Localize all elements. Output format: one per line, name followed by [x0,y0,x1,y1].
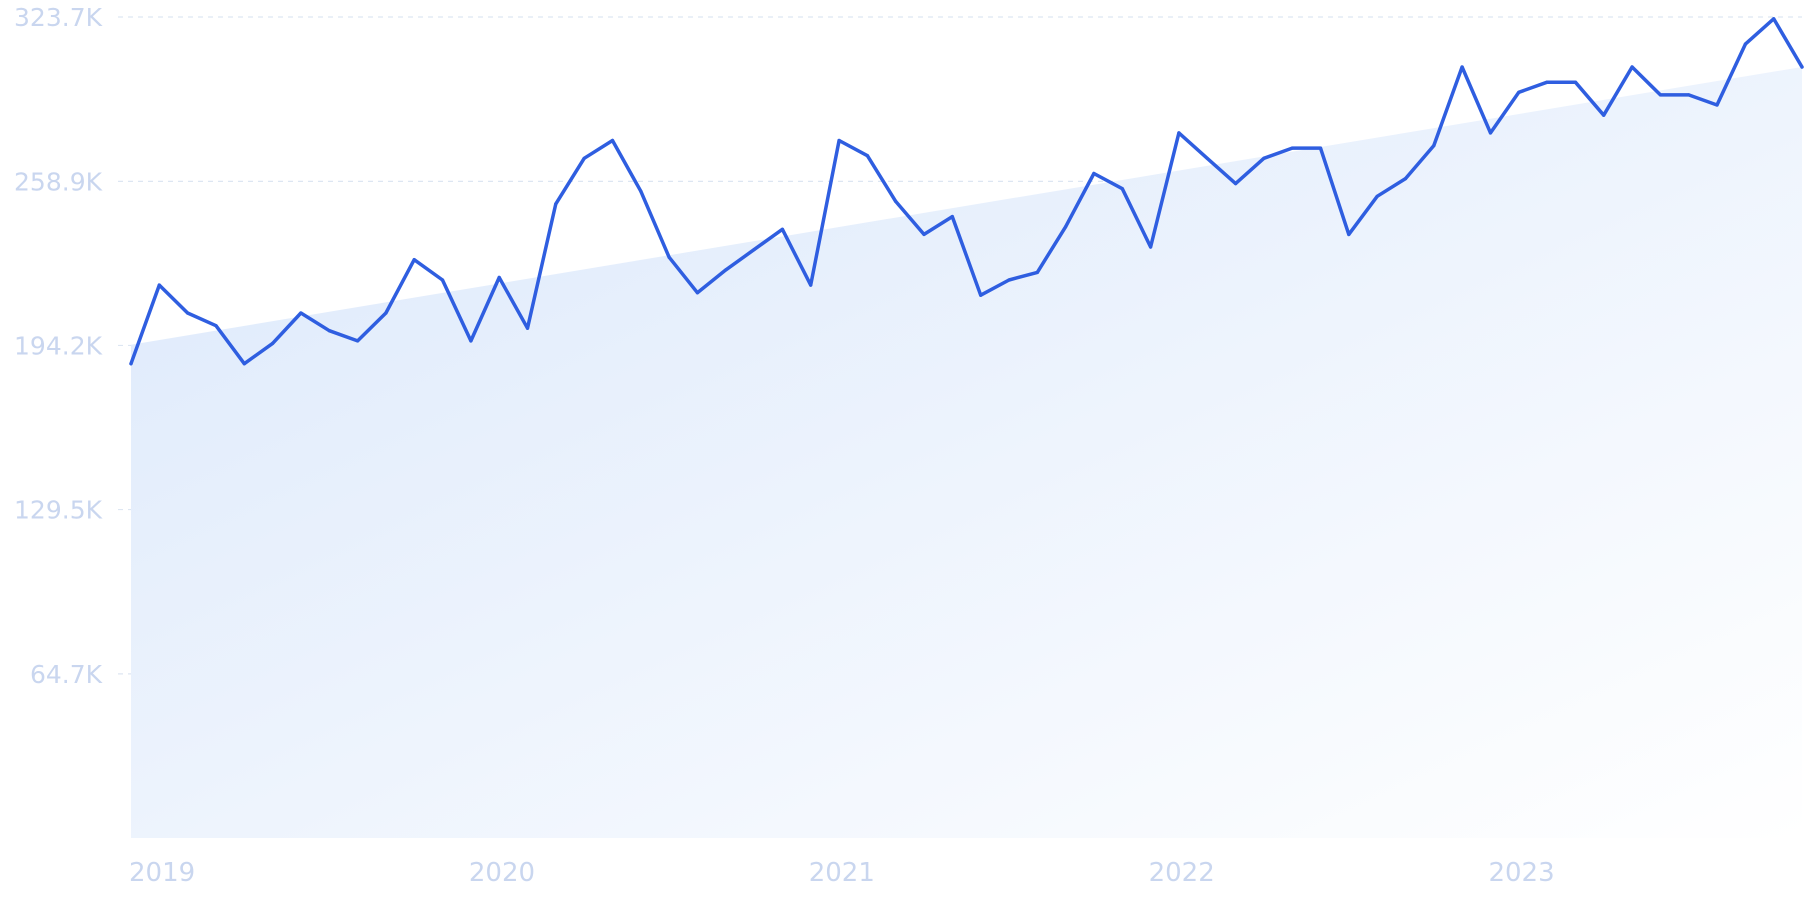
data-point [271,341,275,345]
data-point [525,326,530,330]
data-point [1205,156,1209,160]
data-point [412,258,416,262]
data-point [1092,171,1096,176]
data-point [440,278,445,282]
x-tick-label: 2021 [809,858,875,888]
data-point [1347,232,1351,236]
data-point [186,311,190,315]
data-point [356,339,360,343]
data-point [1035,270,1039,274]
data-point [214,324,218,328]
y-axis-ticks: 323.7K 258.9K 194.2K 129.5K 64.7K [14,3,103,689]
data-point [1432,144,1436,148]
data-point [384,311,388,315]
data-point [1772,17,1776,21]
x-axis-ticks: 2019 2020 2021 2022 2023 [129,858,1555,888]
data-point [1517,90,1521,94]
data-point [1318,146,1323,150]
data-point [582,156,586,160]
y-tick-label: 129.5K [14,496,103,525]
data-point [497,275,501,280]
data-point [1488,131,1493,135]
data-point [157,283,161,287]
data-point [242,362,246,366]
data-point [667,255,671,259]
data-point [695,291,700,295]
data-point [1687,93,1691,97]
data-point [724,268,728,272]
data-point [922,232,926,236]
data-point [1149,245,1153,249]
data-point [1545,80,1549,84]
data-point [129,362,133,366]
data-point [327,329,331,333]
data-point [1602,113,1606,117]
y-tick-label: 258.9K [14,167,103,196]
data-point [639,189,643,193]
y-tick-label: 323.7K [14,3,103,32]
x-tick-label: 2023 [1488,858,1554,888]
data-point [610,138,615,143]
trend-area-fill [131,66,1802,838]
data-point [894,199,898,203]
data-point [752,248,756,252]
data-point [1262,156,1266,160]
data-point [1630,65,1634,69]
y-tick-label: 194.2K [14,331,103,360]
data-point [1007,278,1011,282]
data-point [865,154,870,158]
data-point [1290,146,1294,150]
data-point [979,293,983,297]
y-tick-label: 64.7K [30,660,103,689]
data-point [299,311,303,315]
data-point [837,138,841,143]
data-point [1234,182,1238,186]
data-point [1403,177,1408,181]
data-point [1120,187,1124,191]
data-point [1743,42,1747,46]
series-line-group [129,17,1804,366]
data-point [1573,80,1577,84]
data-point [469,339,473,343]
data-point [1064,225,1068,229]
x-tick-label: 2019 [129,858,195,888]
x-tick-label: 2022 [1149,858,1215,888]
data-point [1715,103,1719,107]
data-point [1460,65,1464,69]
trend-area [131,66,1802,838]
data-point [1375,194,1379,198]
data-point [809,283,813,287]
data-point [780,227,785,231]
data-point [1800,65,1804,69]
data-point [554,202,558,206]
x-tick-label: 2020 [469,858,535,888]
data-point [950,215,954,219]
series-line [129,17,1804,366]
data-point [1177,131,1181,135]
data-point [1658,93,1662,97]
